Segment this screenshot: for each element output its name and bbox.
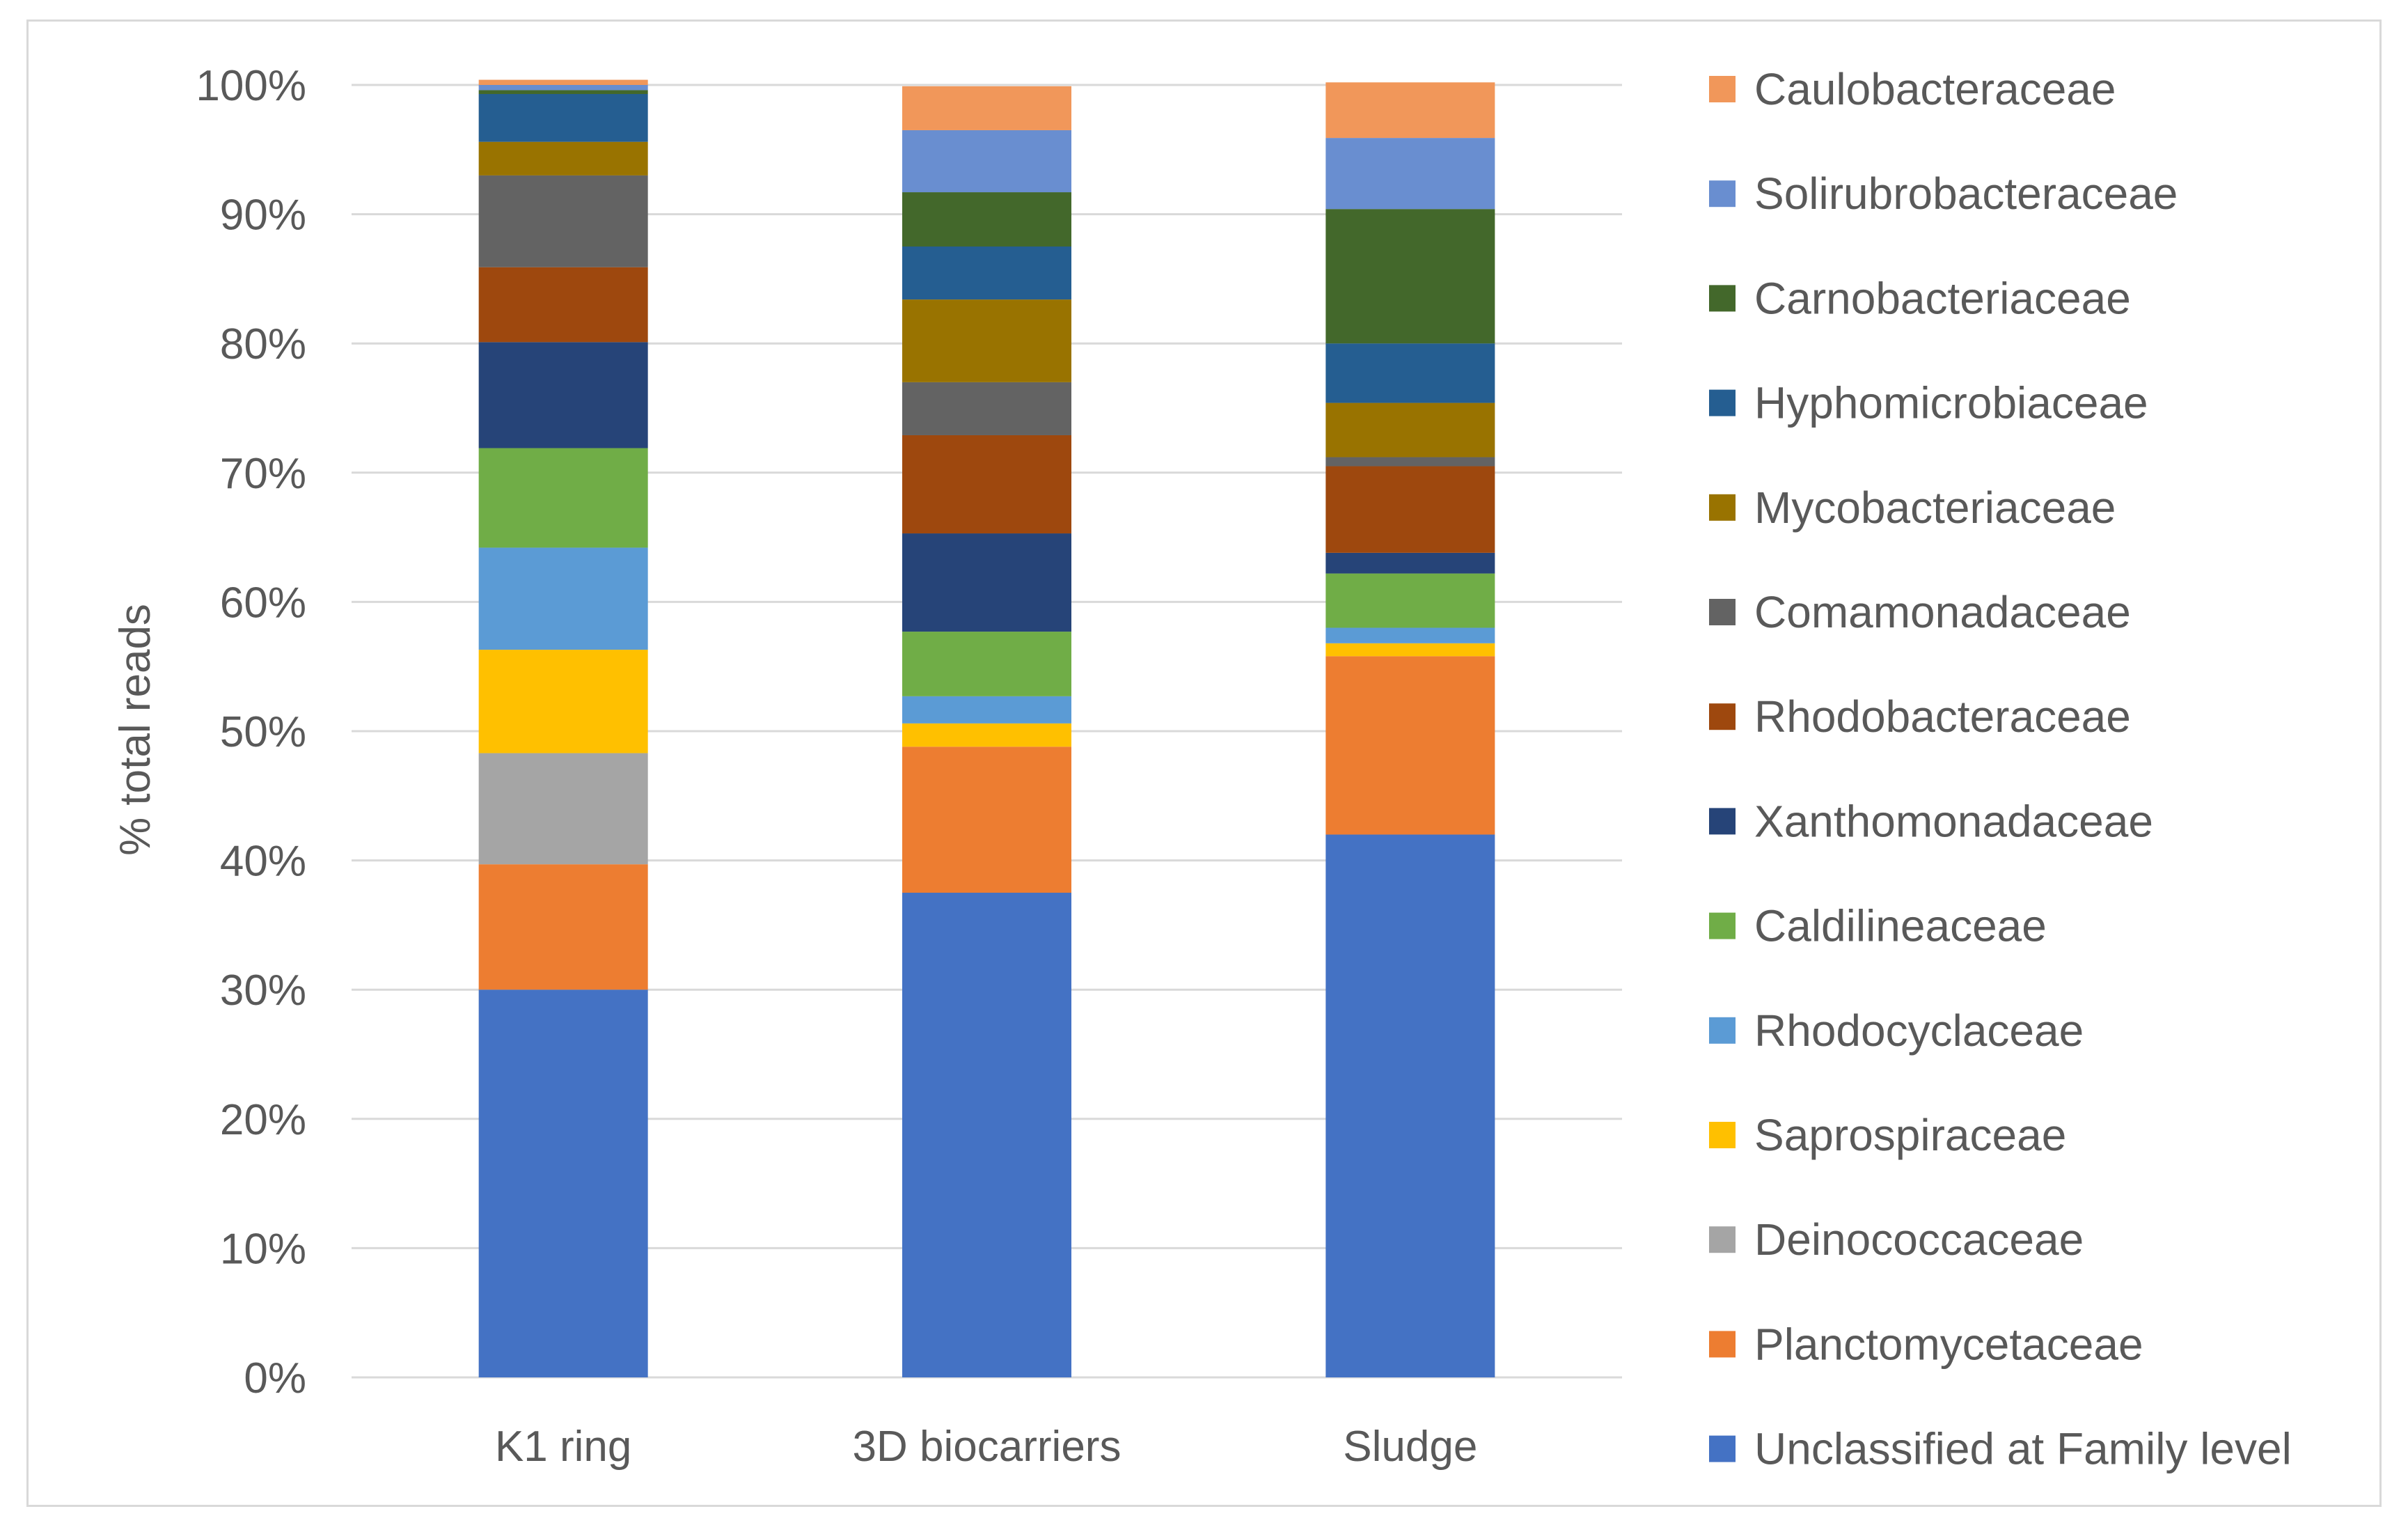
bar-segment: [478, 93, 648, 142]
legend-label: Deinococcaceae: [1754, 1214, 2084, 1265]
legend-label: Rhodocyclaceae: [1754, 1006, 2084, 1056]
y-tick-label: 60%: [220, 579, 306, 627]
legend-label: Solirubrobacteraceae: [1754, 169, 2178, 219]
legend-swatch: [1709, 703, 1736, 730]
x-category-label: K1 ring: [495, 1423, 631, 1471]
bar-segment: [1325, 402, 1495, 458]
x-category-label: Sludge: [1343, 1423, 1477, 1471]
bar-segment: [478, 753, 648, 865]
bar-segment: [1325, 627, 1495, 643]
bar-segment: [1325, 656, 1495, 835]
bar-segment: [1325, 552, 1495, 574]
bar-segment: [1325, 82, 1495, 139]
bar-segment: [902, 192, 1071, 247]
y-tick-label: 10%: [220, 1225, 306, 1273]
chart-frame: [26, 19, 2382, 1507]
x-axis-categories: K1 ring 3D biocarriers Sludge: [495, 1423, 1477, 1471]
y-tick-label: 40%: [220, 838, 306, 886]
bar-segment: [1325, 466, 1495, 553]
legend-swatch: [1709, 389, 1736, 416]
legend-swatch: [1709, 1331, 1736, 1358]
bar-segment: [1325, 457, 1495, 467]
bar-segment: [902, 723, 1071, 747]
y-axis-ticks: 0% 10% 20% 30% 40% 50% 60% 70% 80% 90% 100%: [196, 62, 306, 1402]
bar-segment: [478, 79, 648, 85]
bar-segment: [1325, 643, 1495, 657]
bar-segment: [902, 247, 1071, 300]
bar-segment: [902, 382, 1071, 435]
bar-segment: [902, 533, 1071, 632]
bar-segment: [1325, 834, 1495, 1377]
bar-segment: [478, 864, 648, 990]
bar-segment: [478, 547, 648, 650]
bar-segment: [478, 650, 648, 753]
legend: Caulobacteraceae Solirubrobacteraceae Carn…: [1709, 64, 2292, 1474]
bar-segment: [902, 435, 1071, 534]
legend-label: Mycobacteriaceae: [1754, 483, 2116, 533]
legend-swatch: [1709, 912, 1736, 939]
bar-segment: [478, 175, 648, 267]
legend-swatch: [1709, 599, 1736, 625]
bar-segment: [902, 893, 1071, 1377]
legend-label: Comamonadaceae: [1754, 587, 2131, 637]
legend-label: Rhodobacteraceae: [1754, 691, 2131, 742]
bar-segment: [1325, 573, 1495, 628]
bar-segment: [902, 86, 1071, 130]
legend-label: Saprospiraceae: [1754, 1110, 2066, 1160]
y-tick-label: 70%: [220, 450, 306, 498]
legend-swatch: [1709, 1017, 1736, 1044]
legend-label: Caldilineaceae: [1754, 901, 2047, 951]
bar-segment: [478, 990, 648, 1377]
bar-segment: [478, 141, 648, 175]
legend-label: Unclassified at Family level: [1754, 1424, 2292, 1474]
bar-segment: [1325, 209, 1495, 344]
legend-label: Planctomycetaceae: [1754, 1319, 2143, 1369]
bar-segment: [1325, 343, 1495, 403]
legend-swatch: [1709, 1122, 1736, 1148]
bar-segment: [1325, 138, 1495, 210]
y-tick-label: 80%: [220, 320, 306, 368]
bar-segment: [902, 696, 1071, 724]
y-tick-label: 20%: [220, 1096, 306, 1144]
y-axis-label: % total reads: [111, 604, 159, 856]
bar-segment: [478, 85, 648, 91]
legend-swatch: [1709, 285, 1736, 312]
x-category-label: 3D biocarriers: [853, 1423, 1122, 1471]
legend-label: Xanthomonadaceae: [1754, 796, 2153, 846]
legend-swatch: [1709, 76, 1736, 102]
legend-swatch: [1709, 1226, 1736, 1253]
bars: [478, 79, 1495, 1377]
legend-label: Caulobacteraceae: [1754, 64, 2116, 114]
bar-segment: [478, 448, 648, 548]
legend-swatch: [1709, 494, 1736, 521]
legend-swatch: [1709, 808, 1736, 835]
y-tick-label: 50%: [220, 708, 306, 756]
y-tick-label: 90%: [220, 191, 306, 240]
bar-segment: [902, 130, 1071, 193]
bar-segment: [902, 746, 1071, 893]
bar-segment: [478, 90, 648, 94]
bar-segment: [478, 267, 648, 343]
legend-label: Carnobacteriaceae: [1754, 273, 2131, 323]
legend-label: Hyphomicrobiaceae: [1754, 378, 2148, 428]
y-tick-label: 30%: [220, 967, 306, 1015]
legend-swatch: [1709, 180, 1736, 208]
y-tick-label: 100%: [196, 62, 306, 110]
bar-segment: [902, 299, 1071, 382]
bar-segment: [478, 342, 648, 448]
y-tick-label: 0%: [244, 1354, 306, 1402]
bar-segment: [902, 632, 1071, 696]
legend-swatch: [1709, 1435, 1736, 1462]
